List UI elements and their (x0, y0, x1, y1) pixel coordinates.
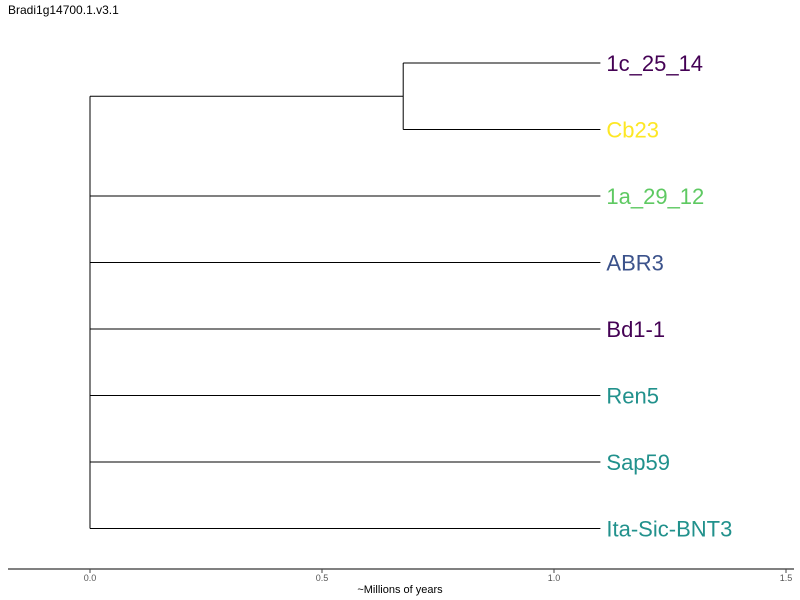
tip-label: 1a_29_12 (606, 184, 704, 209)
tick-label: 0.5 (316, 573, 329, 583)
tree-branches (89, 62, 601, 529)
tick-label: 0.0 (84, 573, 97, 583)
tip-label: Ita-Sic-BNT3 (606, 517, 732, 542)
page-title: Bradi1g14700.1.v3.1 (8, 3, 119, 17)
tip-label: Cb23 (606, 118, 659, 143)
tick-label: 1.0 (548, 573, 561, 583)
axis-title: ~Millions of years (357, 584, 443, 596)
tip-label: Ren5 (606, 384, 659, 409)
tip-labels: 1c_25_14 Cb23 1a_29_12 ABR3 Bd1-1 Ren5 Sap59 It… (606, 51, 732, 542)
tip-label: Sap59 (606, 450, 670, 475)
tip-label: ABR3 (606, 251, 663, 276)
tip-label: Bd1-1 (606, 317, 665, 342)
tip-label: 1c_25_14 (606, 51, 703, 76)
tick-label: 1.5 (780, 573, 793, 583)
time-axis: 0.0 0.5 1.0 1.5 ~Millions of years (8, 568, 794, 596)
